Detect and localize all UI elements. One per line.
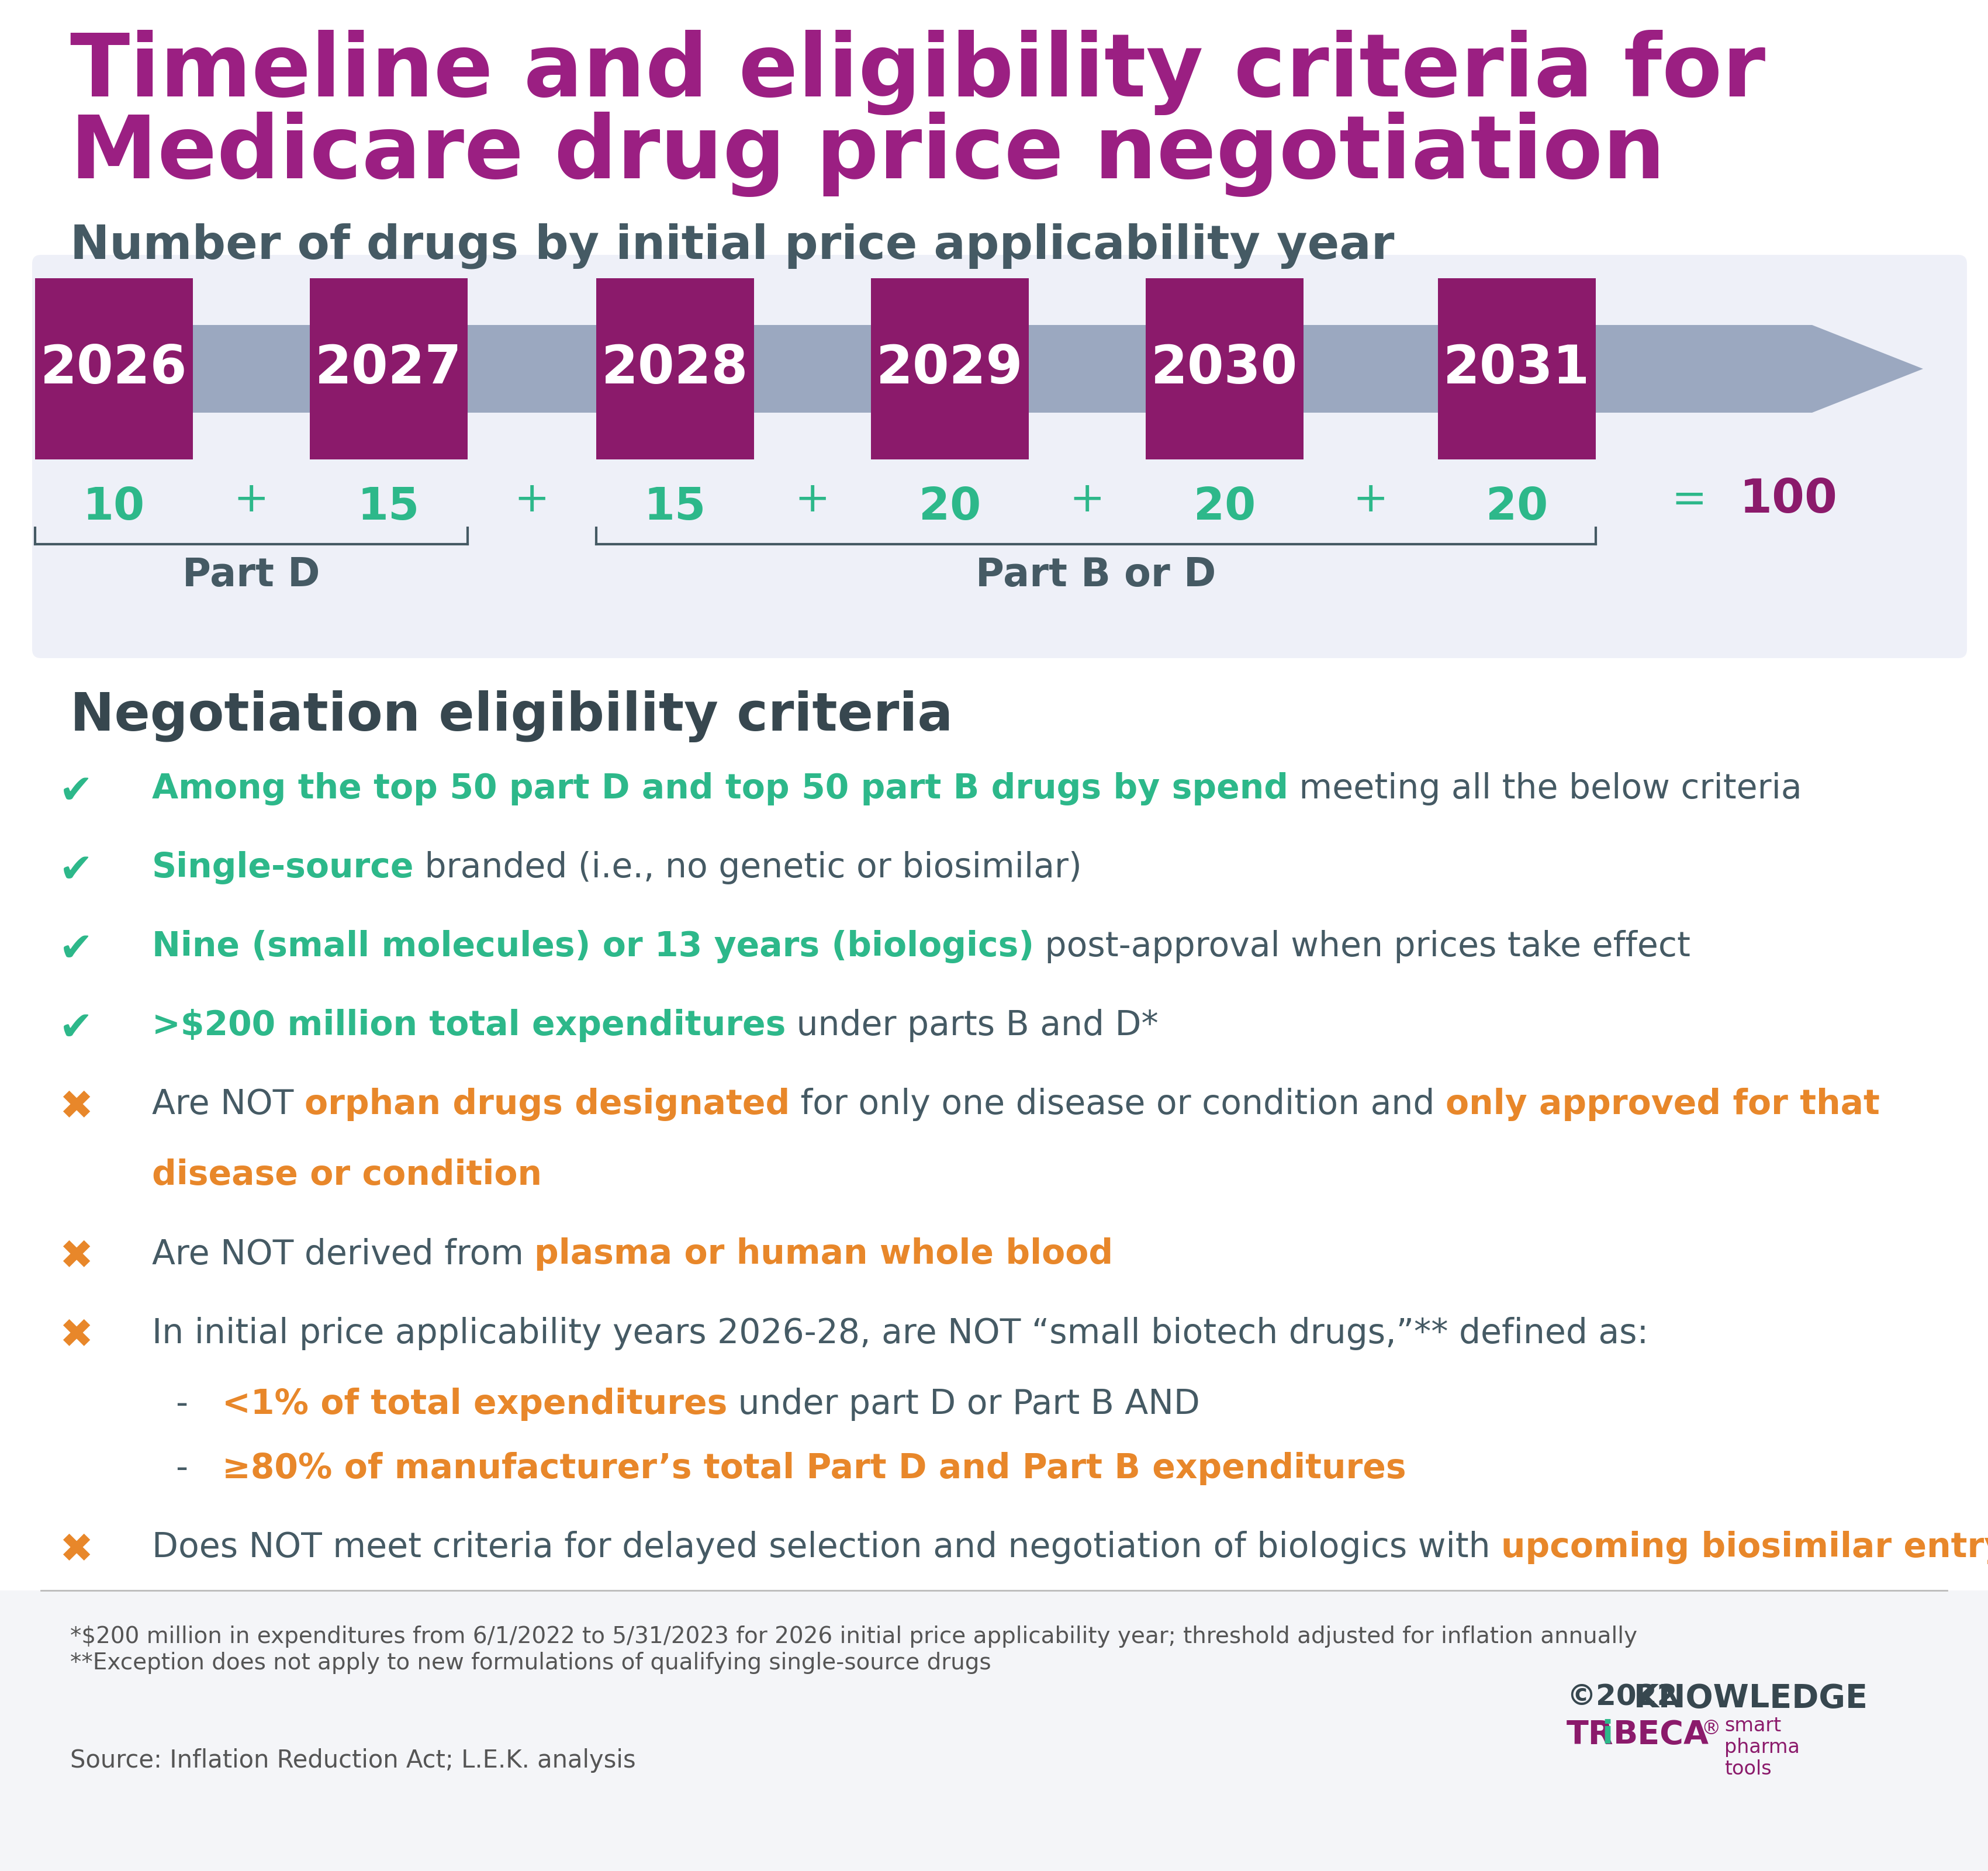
- Text: upcoming biosimilar entry: upcoming biosimilar entry: [1501, 1530, 1988, 1564]
- Text: 2030: 2030: [1151, 342, 1298, 395]
- Text: Source: Inflation Reduction Act; L.E.K. analysis: Source: Inflation Reduction Act; L.E.K. …: [70, 1748, 636, 1774]
- Text: ✖: ✖: [60, 1087, 93, 1126]
- Text: -: -: [175, 1452, 187, 1486]
- Text: ©2022: ©2022: [1567, 1682, 1678, 1710]
- Text: under part D or Part B AND: under part D or Part B AND: [728, 1388, 1201, 1420]
- Text: >$200 million total expenditures: >$200 million total expenditures: [151, 1008, 785, 1042]
- Text: 100: 100: [1740, 477, 1837, 522]
- FancyBboxPatch shape: [1437, 279, 1596, 460]
- Text: ≥80% of manufacturer’s total Part D and Part B expenditures: ≥80% of manufacturer’s total Part D and …: [223, 1452, 1406, 1486]
- Text: 15: 15: [358, 486, 419, 529]
- Text: Are NOT: Are NOT: [151, 1087, 304, 1121]
- Text: smart
pharma
tools: smart pharma tools: [1724, 1716, 1799, 1779]
- Text: BECA: BECA: [1614, 1719, 1710, 1751]
- Text: Does NOT meet criteria for delayed selection and negotiation of biologics with: Does NOT meet criteria for delayed selec…: [151, 1530, 1501, 1564]
- Text: Nine (small molecules) or 13 years (biologics): Nine (small molecules) or 13 years (biol…: [151, 930, 1034, 964]
- Text: Timeline and eligibility criteria for: Timeline and eligibility criteria for: [70, 30, 1765, 116]
- Text: under parts B and D*: under parts B and D*: [785, 1008, 1159, 1042]
- Text: ✔: ✔: [60, 1008, 93, 1048]
- Text: 20: 20: [918, 486, 980, 529]
- Text: only approved for that: only approved for that: [1445, 1087, 1881, 1121]
- Text: **Exception does not apply to new formulations of qualifying single-source drugs: **Exception does not apply to new formul…: [70, 1652, 992, 1675]
- Text: Are NOT derived from: Are NOT derived from: [151, 1239, 535, 1270]
- Text: Medicare drug price negotiation: Medicare drug price negotiation: [70, 112, 1666, 196]
- Text: +: +: [515, 479, 549, 520]
- Text: +: +: [1354, 479, 1388, 520]
- Text: *$200 million in expenditures from 6/1/2022 to 5/31/2023 for 2026 initial price : *$200 million in expenditures from 6/1/2…: [70, 1626, 1638, 1648]
- Text: Single-source: Single-source: [151, 851, 414, 885]
- Text: +: +: [235, 479, 268, 520]
- Text: Part B or D: Part B or D: [976, 556, 1217, 595]
- Text: Part D: Part D: [183, 556, 320, 595]
- Text: ✖: ✖: [60, 1530, 93, 1570]
- FancyBboxPatch shape: [36, 279, 193, 460]
- Text: 20: 20: [1485, 486, 1549, 529]
- Text: post-approval when prices take effect: post-approval when prices take effect: [1034, 930, 1690, 964]
- FancyBboxPatch shape: [871, 279, 1028, 460]
- Text: Among the top 50 part D and top 50 part B drugs by spend: Among the top 50 part D and top 50 part …: [151, 773, 1288, 805]
- FancyBboxPatch shape: [0, 1590, 1988, 1871]
- FancyBboxPatch shape: [310, 279, 467, 460]
- Text: orphan drugs designated: orphan drugs designated: [304, 1087, 789, 1121]
- Text: -: -: [175, 1388, 187, 1420]
- Text: meeting all the below criteria: meeting all the below criteria: [1288, 773, 1801, 805]
- Text: 2027: 2027: [316, 342, 461, 395]
- Text: ✔: ✔: [60, 851, 93, 891]
- Text: ✖: ✖: [60, 1317, 93, 1356]
- Text: Negotiation eligibility criteria: Negotiation eligibility criteria: [70, 690, 952, 743]
- Text: plasma or human whole blood: plasma or human whole blood: [535, 1239, 1113, 1270]
- Text: Number of drugs by initial price applicability year: Number of drugs by initial price applica…: [70, 223, 1394, 269]
- Text: disease or condition: disease or condition: [151, 1158, 543, 1192]
- Text: TR: TR: [1567, 1719, 1614, 1751]
- Text: 15: 15: [644, 486, 706, 529]
- Text: 20: 20: [1193, 486, 1256, 529]
- FancyBboxPatch shape: [596, 279, 753, 460]
- Text: 2031: 2031: [1443, 342, 1590, 395]
- Text: =: =: [1672, 479, 1708, 520]
- FancyBboxPatch shape: [1145, 279, 1304, 460]
- Text: 2026: 2026: [40, 342, 187, 395]
- Text: for only one disease or condition and: for only one disease or condition and: [789, 1087, 1445, 1121]
- Text: In initial price applicability years 2026-28, are NOT “small biotech drugs,”** d: In initial price applicability years 202…: [151, 1317, 1648, 1349]
- Text: ✖: ✖: [60, 1239, 93, 1276]
- Text: ✔: ✔: [60, 930, 93, 969]
- Text: <1% of total expenditures: <1% of total expenditures: [223, 1388, 728, 1420]
- Text: i: i: [1602, 1719, 1612, 1751]
- Text: ®: ®: [1702, 1719, 1720, 1738]
- Text: branded (i.e., no genetic or biosimilar): branded (i.e., no genetic or biosimilar): [414, 851, 1081, 885]
- Text: 2028: 2028: [602, 342, 749, 395]
- Text: +: +: [795, 479, 831, 520]
- Text: ✔: ✔: [60, 773, 93, 812]
- Text: 10: 10: [83, 486, 145, 529]
- Text: 2029: 2029: [877, 342, 1024, 395]
- Text: KNOWLEDGE: KNOWLEDGE: [1634, 1682, 1869, 1714]
- Polygon shape: [76, 326, 1922, 413]
- FancyBboxPatch shape: [32, 254, 1966, 659]
- Text: +: +: [1070, 479, 1105, 520]
